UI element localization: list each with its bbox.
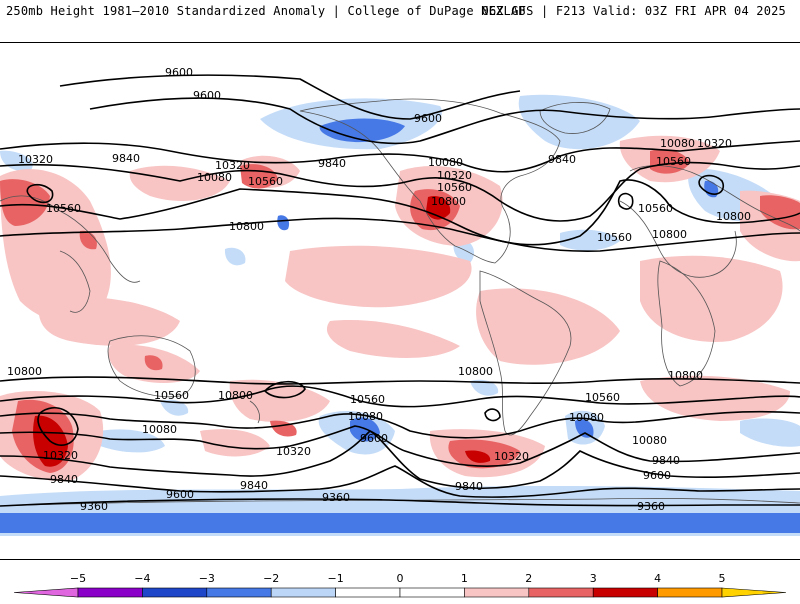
contour-label: 9600 [193, 89, 221, 102]
contour-label: 10320 [697, 137, 732, 150]
colorbar-tick-label: 4 [654, 572, 661, 585]
colorbar-segment [721, 587, 787, 598]
colorbar-segment [142, 587, 208, 598]
contour-label: 10800 [458, 365, 493, 378]
contour-label: 10560 [46, 202, 81, 215]
colorbar-segment [206, 587, 272, 598]
contour-label: 10080 [142, 423, 177, 436]
contour-label: 9840 [652, 454, 680, 467]
colorbar-tick-label: 2 [525, 572, 532, 585]
contour-label: 10560 [656, 155, 691, 168]
coastlines [0, 98, 800, 507]
colorbar-segment [399, 587, 465, 598]
contour-label: 10800 [652, 228, 687, 241]
contour-label: 10800 [668, 369, 703, 382]
colorbar-tick-label: 3 [590, 572, 597, 585]
contour-label: 10320 [43, 449, 78, 462]
colorbar-segment [528, 587, 594, 598]
colorbar-tick-label: −1 [327, 572, 343, 585]
contour-label: 10080 [197, 171, 232, 184]
contour-label: 9600 [165, 66, 193, 79]
colorbar-segment [335, 587, 401, 598]
contour-label: 10560 [437, 181, 472, 194]
colorbar-tick-label: −2 [263, 572, 279, 585]
contour-label: 9840 [455, 480, 483, 493]
contour-label: 9840 [240, 479, 268, 492]
contour-label: 10320 [215, 159, 250, 172]
contour-label: 9360 [80, 500, 108, 513]
contour-label: 9360 [322, 491, 350, 504]
contour-label: 10800 [218, 389, 253, 402]
colorbar-segment [270, 587, 336, 598]
map-title: 250mb Height 1981–2010 Standardized Anom… [6, 4, 526, 18]
contour-label: 10080 [632, 434, 667, 447]
colorbar-segment [657, 587, 723, 598]
contour-label: 10560 [154, 389, 189, 402]
contour-label: 9600 [643, 469, 671, 482]
contour-label: 9840 [318, 157, 346, 170]
contour-label: 10080 [569, 411, 604, 424]
contour-label: 10560 [350, 393, 385, 406]
contour-label: 10800 [7, 365, 42, 378]
colorbar-segment [464, 587, 530, 598]
contour-label: 9840 [548, 153, 576, 166]
colorbar-tick-label: −4 [134, 572, 150, 585]
contour-labels: 9600 9600 9600 10320 9840 10080 10320 10… [7, 66, 751, 513]
contour-label: 10800 [716, 210, 751, 223]
colorbar-segment [13, 587, 79, 598]
colorbar-tick-label: 5 [719, 572, 726, 585]
contour-label: 10560 [585, 391, 620, 404]
strong-negative-anomaly-shading [0, 118, 800, 533]
contour-label: 10320 [18, 153, 53, 166]
anomaly-map: 9600 9600 9600 10320 9840 10080 10320 10… [0, 43, 800, 559]
colorbar-tick-label: 0 [397, 572, 404, 585]
contour-label: 10800 [431, 195, 466, 208]
contour-label: 9840 [50, 473, 78, 486]
height-contours [0, 74, 800, 507]
anomaly-colorbar: −5 −4 −3 −2 −1 0 1 2 3 4 5 [0, 566, 800, 600]
contour-label: 10080 [660, 137, 695, 150]
contour-label: 10080 [428, 156, 463, 169]
contour-label: 10320 [437, 169, 472, 182]
colorbar-segment [592, 587, 658, 598]
contour-label: 10320 [494, 450, 529, 463]
colorbar-svg: −5 −4 −3 −2 −1 0 1 2 3 4 5 [13, 572, 787, 598]
contour-label: 10800 [229, 220, 264, 233]
contour-label: 9840 [112, 152, 140, 165]
contour-label: 10560 [638, 202, 673, 215]
contour-label: 9600 [414, 112, 442, 125]
model-run-info: 06Z GFS | F213 Valid: 03Z FRI APR 04 202… [481, 4, 786, 18]
positive-anomaly-shading [0, 135, 800, 482]
colorbar-segment [77, 587, 143, 598]
contour-label: 10560 [248, 175, 283, 188]
contour-label: 9600 [166, 488, 194, 501]
map-panel: 9600 9600 9600 10320 9840 10080 10320 10… [0, 42, 800, 560]
contour-label: 9360 [637, 500, 665, 513]
contour-label: 10320 [276, 445, 311, 458]
contour-label: 9600 [360, 432, 388, 445]
contour-label: 10080 [348, 410, 383, 423]
colorbar-tick-label: 1 [461, 572, 468, 585]
colorbar-tick-label: −3 [199, 572, 215, 585]
contour-label: 10560 [597, 231, 632, 244]
colorbar-tick-label: −5 [70, 572, 86, 585]
